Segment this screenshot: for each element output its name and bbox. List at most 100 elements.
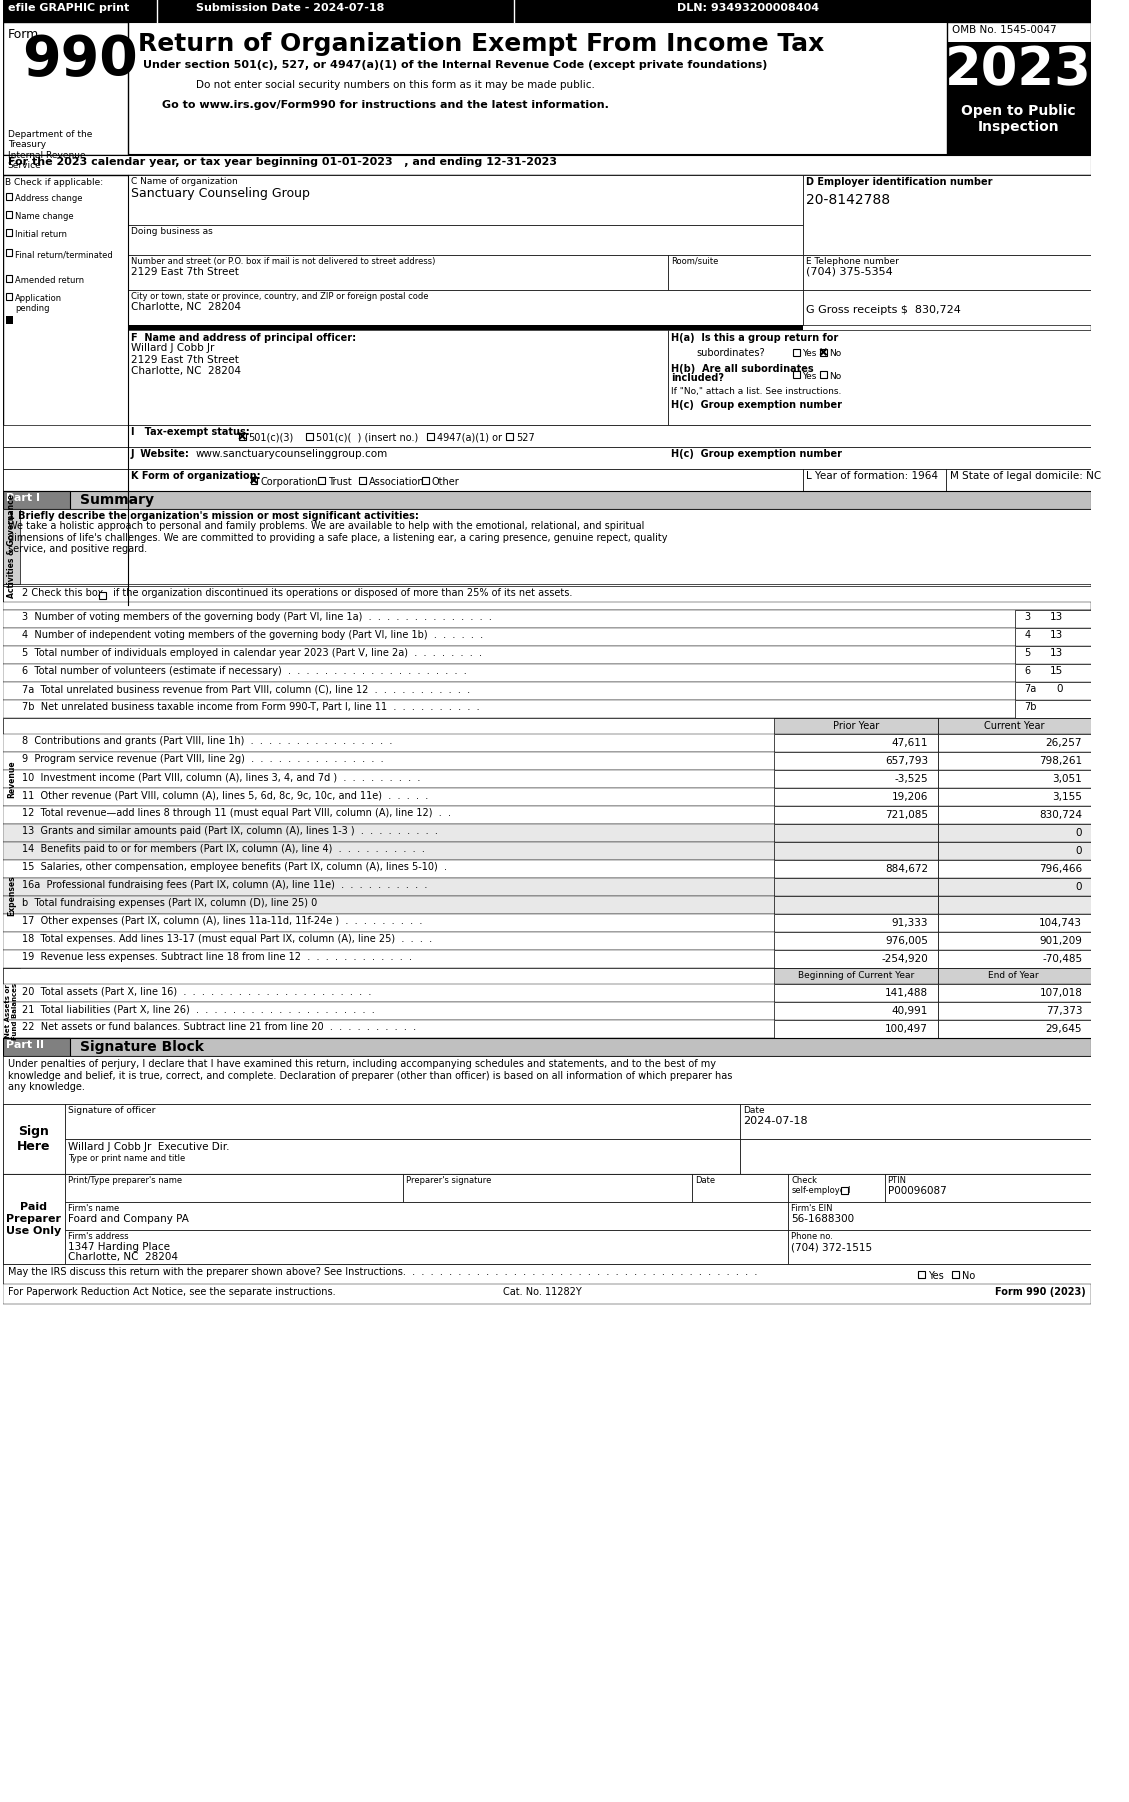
Text: Submission Date - 2024-07-18: Submission Date - 2024-07-18 xyxy=(195,4,384,13)
Bar xyxy=(820,348,826,355)
Text: 6: 6 xyxy=(1024,667,1031,676)
Bar xyxy=(3,425,1091,447)
Bar xyxy=(938,787,1091,805)
Text: 104,743: 104,743 xyxy=(1039,917,1083,928)
Text: Corporation: Corporation xyxy=(260,478,317,487)
Bar xyxy=(938,805,1091,824)
Text: 21  Total liabilities (Part X, line 26)  .  .  .  .  .  .  .  .  .  .  .  .  .  : 21 Total liabilities (Part X, line 26) .… xyxy=(23,1004,375,1015)
Bar xyxy=(947,99,1091,155)
Text: Sanctuary Counseling Group: Sanctuary Counseling Group xyxy=(131,187,309,200)
Bar xyxy=(773,805,938,824)
Text: For Paperwork Reduction Act Notice, see the separate instructions.: For Paperwork Reduction Act Notice, see … xyxy=(8,1287,335,1297)
Bar xyxy=(1015,629,1091,645)
Bar xyxy=(65,1173,403,1202)
Text: Date: Date xyxy=(743,1106,764,1115)
Bar xyxy=(306,432,313,440)
Text: I   Tax-exempt status:: I Tax-exempt status: xyxy=(131,427,250,438)
Bar xyxy=(128,225,803,256)
Text: Under section 501(c), 527, or 4947(a)(1) of the Internal Revenue Code (except pr: Under section 501(c), 527, or 4947(a)(1)… xyxy=(142,59,767,70)
Text: 77,373: 77,373 xyxy=(1045,1006,1083,1016)
Text: 976,005: 976,005 xyxy=(885,935,928,946)
Bar xyxy=(359,476,366,483)
Text: Net Assets or
Fund Balances: Net Assets or Fund Balances xyxy=(5,982,18,1040)
Text: OMB No. 1545-0047: OMB No. 1545-0047 xyxy=(952,25,1057,34)
Bar xyxy=(3,1038,70,1056)
Text: Final return/terminated: Final return/terminated xyxy=(16,250,113,259)
Text: P00096087: P00096087 xyxy=(887,1186,946,1197)
Text: 3  Number of voting members of the governing body (Part VI, line 1a)  .  .  .  .: 3 Number of voting members of the govern… xyxy=(23,613,492,622)
Text: 13: 13 xyxy=(1050,613,1062,622)
Text: 798,261: 798,261 xyxy=(1039,757,1083,766)
Bar xyxy=(65,1231,788,1263)
Text: -254,920: -254,920 xyxy=(882,953,928,964)
Text: 0: 0 xyxy=(1076,881,1083,892)
Bar xyxy=(773,751,938,769)
Text: H(c)  Group exemption number: H(c) Group exemption number xyxy=(671,400,842,411)
Bar xyxy=(3,717,1091,733)
Bar xyxy=(938,751,1091,769)
Bar xyxy=(773,914,938,932)
Text: 15  Salaries, other compensation, employee benefits (Part IX, column (A), lines : 15 Salaries, other compensation, employe… xyxy=(23,861,447,872)
Text: 11  Other revenue (Part VIII, column (A), lines 5, 6d, 8c, 9c, 10c, and 11e)  . : 11 Other revenue (Part VIII, column (A),… xyxy=(23,789,428,800)
Text: 3: 3 xyxy=(1024,613,1031,622)
Text: If "No," attach a list. See instructions.: If "No," attach a list. See instructions… xyxy=(671,387,841,396)
Text: 4: 4 xyxy=(1024,631,1031,640)
Text: Willard J Cobb Jr
2129 East 7th Street
Charlotte, NC  28204: Willard J Cobb Jr 2129 East 7th Street C… xyxy=(131,342,240,377)
Text: End of Year: End of Year xyxy=(989,971,1039,980)
Text: Foard and Company PA: Foard and Company PA xyxy=(69,1215,190,1224)
Text: 830,724: 830,724 xyxy=(1039,811,1083,820)
Bar xyxy=(773,824,938,842)
Bar xyxy=(788,1202,1091,1231)
Bar xyxy=(3,175,1091,605)
Bar xyxy=(506,432,513,440)
Text: Willard J Cobb Jr  Executive Dir.: Willard J Cobb Jr Executive Dir. xyxy=(69,1142,230,1151)
Bar xyxy=(952,1270,959,1278)
Bar xyxy=(3,805,1091,824)
Text: 20  Total assets (Part X, line 16)  .  .  .  .  .  .  .  .  .  .  .  .  .  .  . : 20 Total assets (Part X, line 16) . . . … xyxy=(23,986,371,997)
Text: 91,333: 91,333 xyxy=(892,917,928,928)
Text: 17  Other expenses (Part IX, column (A), lines 11a-11d, 11f-24e )  .  .  .  .  .: 17 Other expenses (Part IX, column (A), … xyxy=(23,915,422,926)
Bar xyxy=(3,508,1091,584)
Text: (704) 372-1515: (704) 372-1515 xyxy=(791,1242,873,1252)
Bar xyxy=(3,1105,1091,1173)
Bar xyxy=(3,984,20,1038)
Bar xyxy=(1015,699,1091,717)
Text: Cat. No. 11282Y: Cat. No. 11282Y xyxy=(504,1287,581,1297)
Bar xyxy=(1015,611,1091,629)
Bar xyxy=(773,950,938,968)
Bar xyxy=(3,878,1091,896)
Text: 19,206: 19,206 xyxy=(892,793,928,802)
Text: 7a  Total unrelated business revenue from Part VIII, column (C), line 12  .  .  : 7a Total unrelated business revenue from… xyxy=(23,685,470,694)
Bar xyxy=(788,1231,1091,1263)
Bar xyxy=(3,1038,1091,1056)
Text: 6  Total number of volunteers (estimate if necessary)  .  .  .  .  .  .  .  .  .: 6 Total number of volunteers (estimate i… xyxy=(23,667,467,676)
Text: L Year of formation: 1964: L Year of formation: 1964 xyxy=(806,470,937,481)
Text: Check
self-employed: Check self-employed xyxy=(791,1177,850,1195)
Bar xyxy=(3,733,1091,751)
Text: D Employer identification number: D Employer identification number xyxy=(806,177,992,187)
Bar xyxy=(422,476,429,483)
Bar xyxy=(793,371,799,377)
Bar xyxy=(938,860,1091,878)
Bar xyxy=(947,22,1091,155)
Text: J  Website:: J Website: xyxy=(131,449,190,460)
Text: Form 990 (2023): Form 990 (2023) xyxy=(996,1287,1086,1297)
Bar xyxy=(99,591,106,598)
Bar xyxy=(3,950,1091,968)
Text: Sign
Here: Sign Here xyxy=(17,1124,51,1153)
Bar xyxy=(741,1139,1091,1173)
Text: PTIN: PTIN xyxy=(887,1177,907,1186)
Bar xyxy=(3,751,1091,769)
Text: subordinates?: subordinates? xyxy=(697,348,765,359)
Text: Phone no.: Phone no. xyxy=(791,1233,833,1242)
Text: b  Total fundraising expenses (Part IX, column (D), line 25) 0: b Total fundraising expenses (Part IX, c… xyxy=(23,897,317,908)
Text: Name change: Name change xyxy=(16,213,75,222)
Text: included?: included? xyxy=(671,373,724,384)
Bar xyxy=(128,330,668,425)
Bar xyxy=(3,22,1091,155)
Bar xyxy=(773,1002,938,1020)
Bar xyxy=(803,175,1091,256)
Bar xyxy=(918,1270,925,1278)
Text: 2 Check this box: 2 Check this box xyxy=(23,587,104,598)
Bar xyxy=(3,769,1091,787)
